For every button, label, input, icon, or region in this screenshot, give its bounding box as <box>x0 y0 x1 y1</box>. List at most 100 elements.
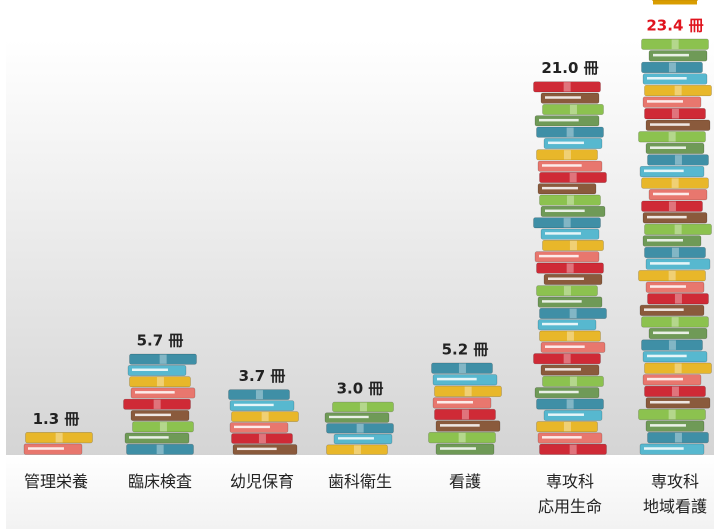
book <box>641 316 709 328</box>
book <box>539 443 607 455</box>
data-label: 3.0 冊 <box>337 380 384 398</box>
book <box>647 432 709 444</box>
data-label: 5.2 冊 <box>442 340 489 358</box>
book <box>229 422 289 433</box>
book <box>638 131 706 143</box>
book <box>540 92 600 104</box>
book <box>645 281 705 293</box>
book <box>332 401 394 413</box>
book-stack-bar <box>228 389 299 455</box>
category-label: 専攻科 <box>651 472 699 491</box>
book <box>542 375 604 387</box>
book <box>536 126 604 138</box>
category-label: 幼児保育 <box>230 472 294 491</box>
data-label: 21.0 冊 <box>541 59 598 77</box>
category-label: 管理栄養 <box>24 472 88 491</box>
book <box>642 212 708 224</box>
book <box>642 235 702 247</box>
book <box>537 432 603 444</box>
book <box>539 307 607 319</box>
book <box>537 160 603 172</box>
book <box>232 444 298 455</box>
book <box>638 270 706 282</box>
book <box>539 172 607 183</box>
book <box>648 327 708 340</box>
book <box>642 351 708 363</box>
book-stack-bar <box>324 401 394 455</box>
book <box>129 376 191 388</box>
book <box>539 330 601 342</box>
book <box>537 296 603 308</box>
book <box>428 432 496 444</box>
book <box>645 420 705 432</box>
book <box>642 374 702 386</box>
book <box>543 409 603 421</box>
book <box>533 353 601 365</box>
book <box>648 50 708 62</box>
book <box>645 119 711 131</box>
book <box>644 246 706 259</box>
book <box>127 365 187 376</box>
book <box>537 183 597 195</box>
book <box>124 432 190 444</box>
book <box>434 385 502 397</box>
book <box>645 142 705 154</box>
book <box>641 177 709 189</box>
book-stack-bar <box>428 362 502 455</box>
book <box>229 400 295 411</box>
book <box>644 362 712 374</box>
category-label: 応用生命 <box>538 497 602 516</box>
book <box>644 108 706 120</box>
chart-floor <box>6 455 714 529</box>
data-label: 5.7 冊 <box>137 332 184 350</box>
book <box>536 262 604 274</box>
book <box>639 443 705 455</box>
book <box>647 293 709 305</box>
data-label: 3.7 冊 <box>239 367 286 385</box>
book <box>435 420 501 432</box>
book <box>326 444 388 455</box>
book <box>641 61 703 73</box>
category-label: 歯科衛生 <box>328 472 392 491</box>
book <box>431 362 493 374</box>
book <box>645 397 711 409</box>
book <box>432 397 492 409</box>
crown-icon <box>652 0 698 5</box>
book <box>540 228 600 240</box>
book <box>25 432 93 444</box>
book <box>639 304 705 316</box>
book <box>645 258 711 270</box>
book <box>642 73 708 85</box>
book <box>324 412 390 423</box>
book <box>536 398 604 410</box>
book <box>533 217 601 229</box>
book <box>326 423 394 434</box>
book <box>647 154 709 166</box>
data-label: 1.3 冊 <box>33 410 80 428</box>
book <box>23 443 83 455</box>
book <box>534 251 600 263</box>
book <box>540 341 606 353</box>
book <box>534 387 600 399</box>
book <box>543 273 603 285</box>
book <box>543 138 603 149</box>
book <box>228 389 290 400</box>
book <box>542 239 604 251</box>
book <box>130 410 190 421</box>
book <box>434 408 496 421</box>
book <box>644 385 706 397</box>
book <box>333 433 393 445</box>
book <box>644 84 712 97</box>
book <box>639 165 705 178</box>
category-label: 臨床検査 <box>128 472 192 491</box>
book-stack-bar <box>23 432 93 455</box>
book <box>644 223 712 235</box>
book <box>231 433 293 444</box>
book <box>231 411 299 422</box>
book-stack-bar <box>533 81 607 455</box>
category-label: 専攻科 <box>546 472 594 491</box>
data-label: 23.4 冊 <box>646 16 703 34</box>
book <box>129 353 197 365</box>
